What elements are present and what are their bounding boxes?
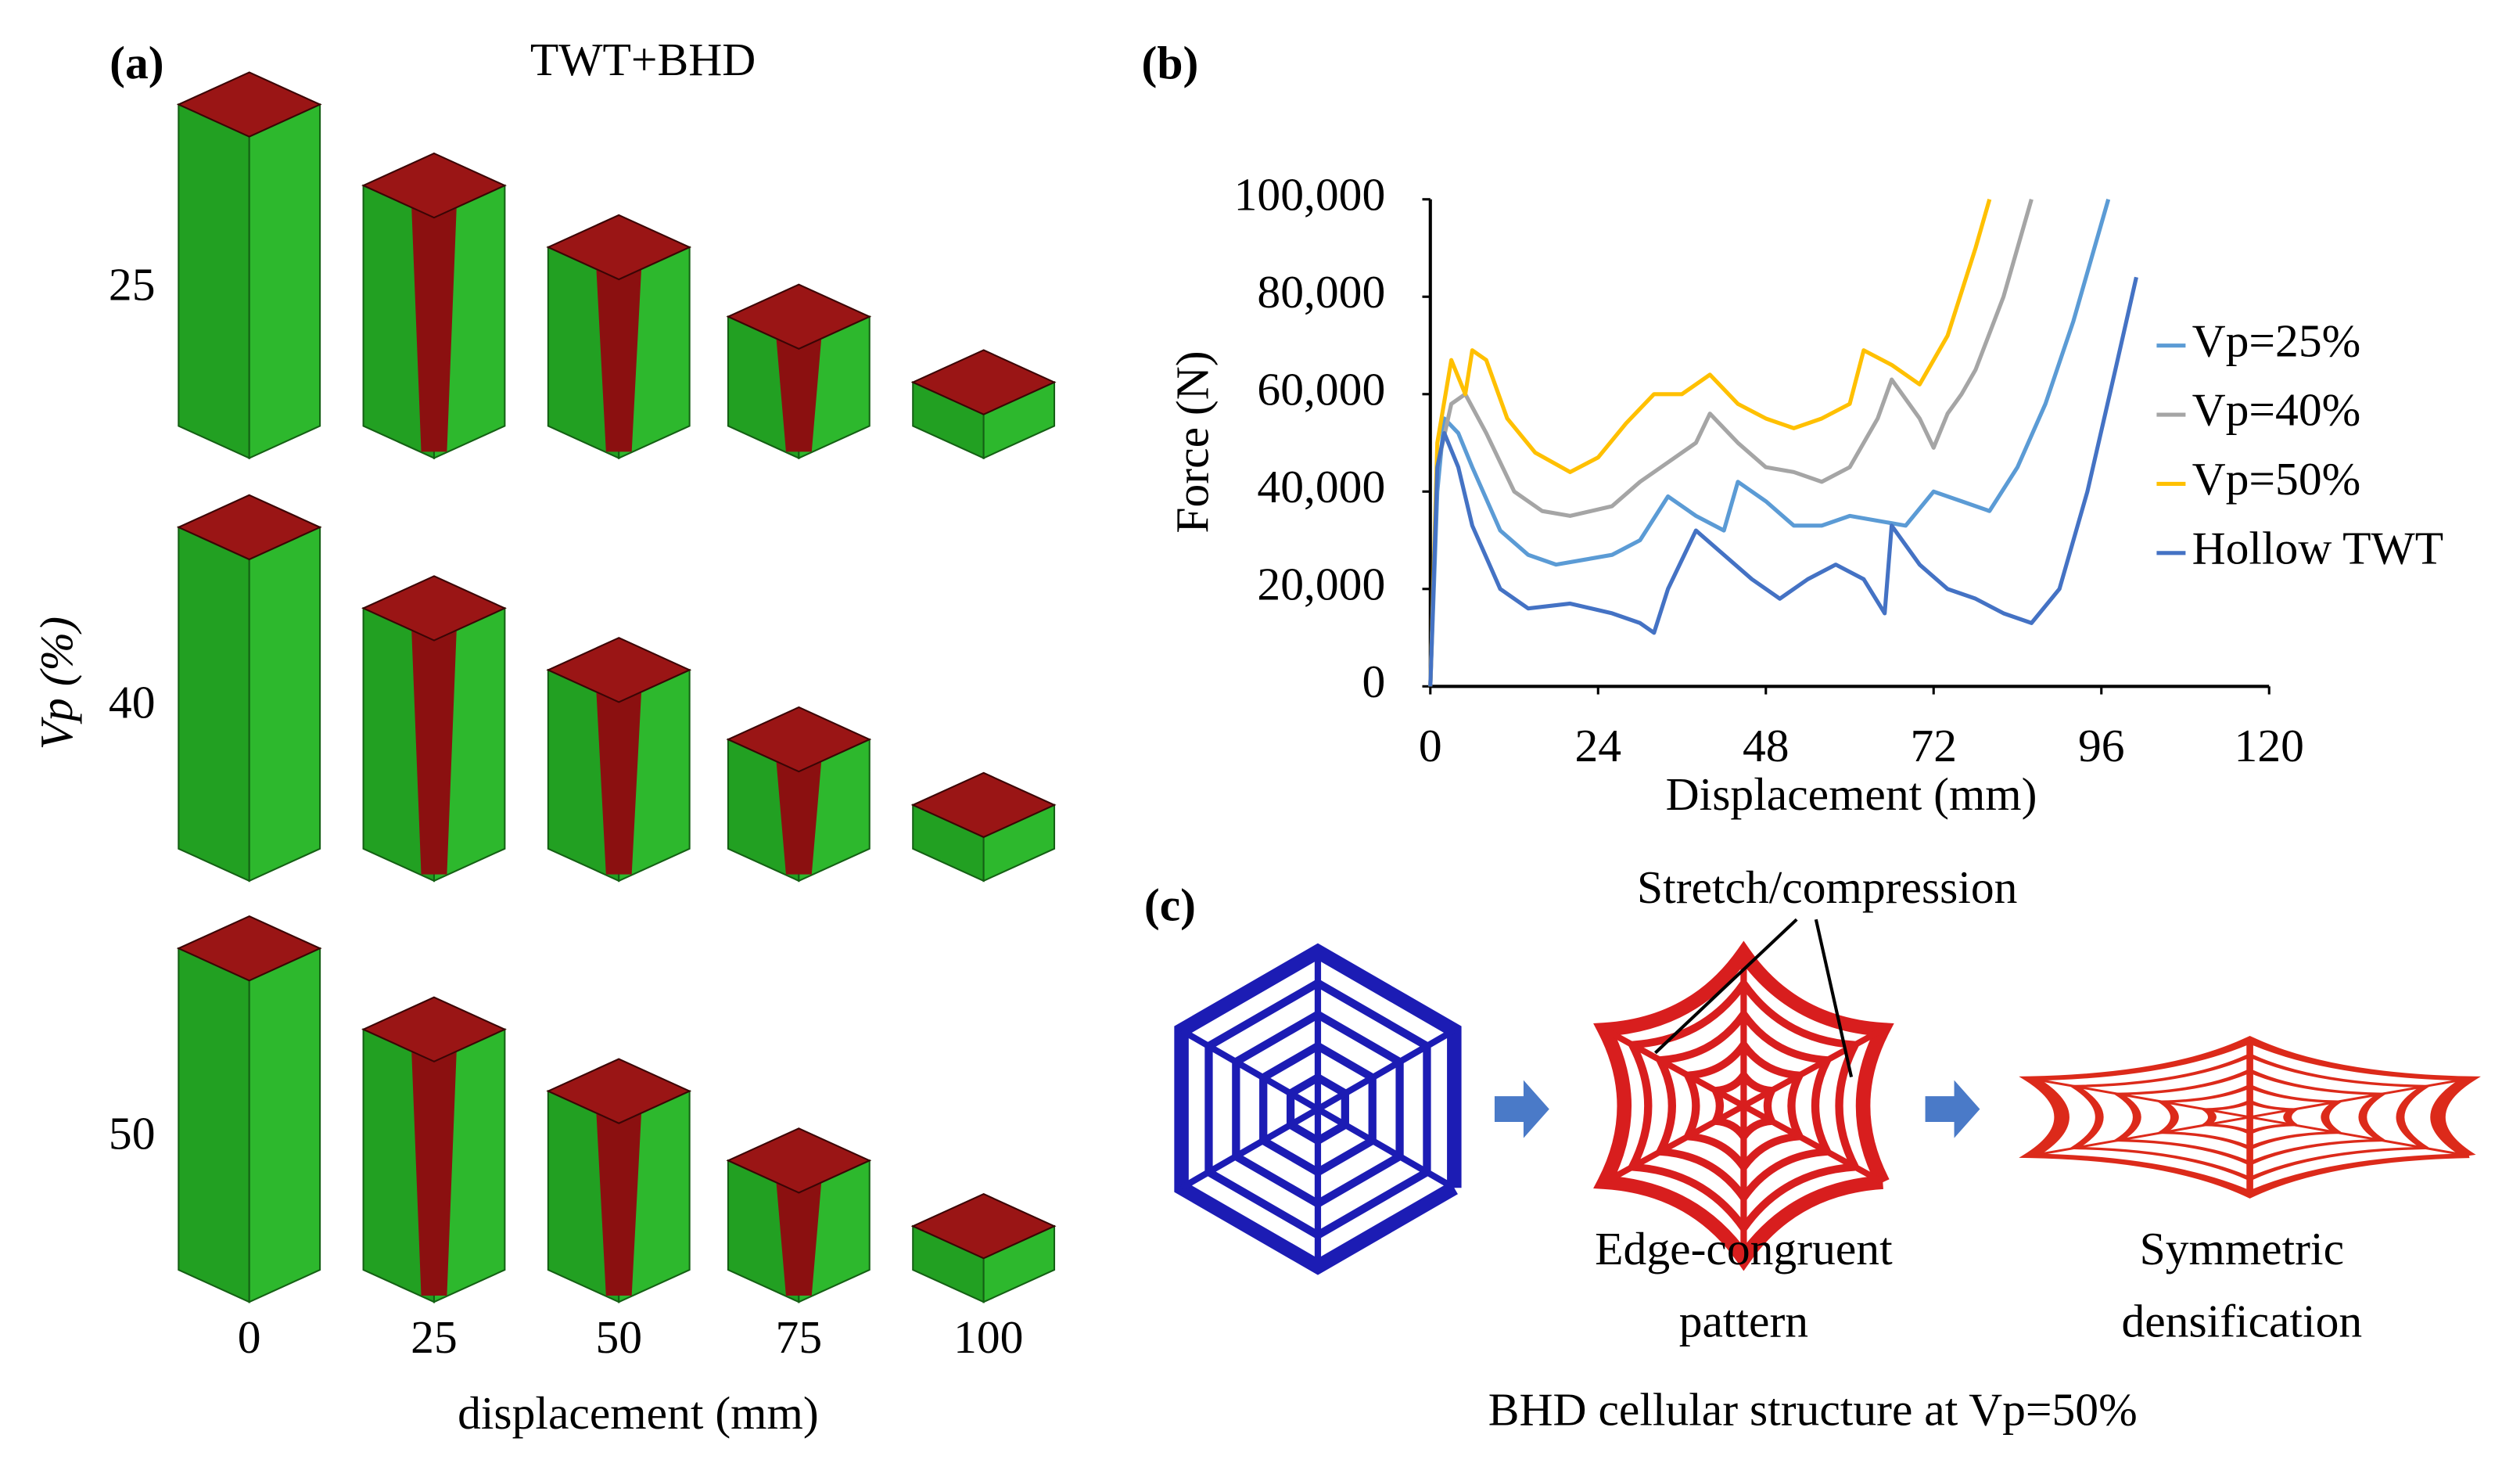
web-spoke xyxy=(1179,1106,1320,1191)
x-tick-label: 96 xyxy=(2078,720,2125,771)
column-top xyxy=(726,283,872,350)
y-tick-label: 100,000 xyxy=(1234,168,1386,220)
column-label: 25 xyxy=(411,1311,458,1363)
cut-section xyxy=(776,1183,822,1296)
cut-section xyxy=(596,269,642,452)
series-line xyxy=(1428,199,1992,687)
cut-section xyxy=(776,339,822,452)
web-structure xyxy=(2019,1035,2481,1199)
cut-section xyxy=(776,761,822,875)
arrow xyxy=(1925,1080,1980,1138)
caption-line: Edge-congruent xyxy=(1595,1223,1893,1274)
legend-label: Vp=25% xyxy=(2192,315,2361,366)
row-label: 40 xyxy=(109,677,156,728)
web-spoke xyxy=(1742,1103,1885,1185)
x-tick-label: 120 xyxy=(2235,720,2304,771)
column-label: 0 xyxy=(238,1311,261,1363)
series-line xyxy=(1428,199,2111,687)
web-structure xyxy=(1174,943,1462,1275)
row-label: 25 xyxy=(109,258,156,310)
column-top xyxy=(176,71,322,138)
pointer xyxy=(1814,919,1854,1077)
web-spoke xyxy=(1179,1027,1320,1113)
legend-label: Vp=50% xyxy=(2192,453,2361,505)
x-axis-label: Displacement (mm) xyxy=(1666,768,2037,820)
panel-label: (a) xyxy=(109,37,163,88)
column-face xyxy=(178,102,250,460)
web-spoke xyxy=(2029,1077,2252,1119)
column-top xyxy=(910,349,1057,415)
x-tick-label: 24 xyxy=(1574,720,1621,771)
web-spoke xyxy=(1316,1106,1456,1191)
column-top xyxy=(361,152,507,219)
y-tick-label: 60,000 xyxy=(1257,363,1385,415)
caption-line: densification xyxy=(2121,1296,2362,1347)
y-axis-label: Force (N) xyxy=(1167,351,1219,533)
panel-title: TWT+BHD xyxy=(530,34,756,85)
web-spoke xyxy=(1603,1026,1746,1109)
column-face xyxy=(178,947,250,1303)
annotation: Stretch/compression xyxy=(1637,861,2017,913)
column-face xyxy=(248,102,321,460)
column-top xyxy=(726,706,872,773)
web-spoke xyxy=(2248,1077,2471,1119)
column-label: 100 xyxy=(953,1311,1023,1363)
y-tick-label: 0 xyxy=(1362,656,1385,707)
y-tick-label: 80,000 xyxy=(1257,266,1385,318)
y-tick-label: 20,000 xyxy=(1257,558,1385,609)
column-top xyxy=(546,214,692,281)
column-label: 50 xyxy=(595,1311,642,1363)
column-top xyxy=(176,915,322,982)
figure-caption: BHD cellular structure at Vp=50% xyxy=(1488,1384,2138,1436)
cut-section xyxy=(411,1052,457,1296)
column-face xyxy=(248,947,321,1303)
y-tick-label: 40,000 xyxy=(1257,461,1385,512)
column-axis-label: displacement (mm) xyxy=(458,1387,819,1439)
x-tick-label: 0 xyxy=(1419,720,1442,771)
column-top xyxy=(546,637,692,703)
series-line xyxy=(1428,199,2034,687)
row-axis-label: Vp (%) xyxy=(31,617,82,750)
cut-section xyxy=(411,631,457,875)
pointer xyxy=(1654,918,1798,1055)
column-top xyxy=(910,771,1057,839)
cut-section xyxy=(596,1113,642,1296)
legend-label: Vp=40% xyxy=(2192,384,2361,436)
column-top xyxy=(546,1058,692,1124)
column-top xyxy=(910,1192,1057,1260)
web-spoke xyxy=(2029,1116,2252,1157)
cut-section xyxy=(411,207,457,452)
column-top xyxy=(726,1127,872,1194)
web-structure xyxy=(1593,940,1894,1271)
column-face xyxy=(178,526,250,883)
column-face xyxy=(248,526,321,883)
cut-section xyxy=(596,692,642,875)
web-spoke xyxy=(1603,1103,1746,1185)
panel-label: (b) xyxy=(1142,37,1199,88)
row-label: 50 xyxy=(109,1107,156,1159)
web-spoke xyxy=(2248,1116,2471,1157)
legend-label: Hollow TWT xyxy=(2192,522,2444,573)
column-label: 75 xyxy=(776,1311,823,1363)
panel-label: (c) xyxy=(1144,879,1196,931)
series-line xyxy=(1428,276,2138,687)
x-tick-label: 72 xyxy=(1910,720,1957,771)
arrow xyxy=(1494,1080,1549,1138)
illustrations xyxy=(176,71,2481,1303)
web-spoke xyxy=(1742,1026,1885,1109)
x-tick-label: 48 xyxy=(1743,720,1789,771)
web-spoke xyxy=(1316,1027,1456,1113)
column-top xyxy=(361,575,507,642)
column-top xyxy=(176,494,322,561)
caption-line: pattern xyxy=(1679,1296,1808,1347)
column-top xyxy=(361,996,507,1062)
caption-line: Symmetric xyxy=(2140,1223,2344,1274)
